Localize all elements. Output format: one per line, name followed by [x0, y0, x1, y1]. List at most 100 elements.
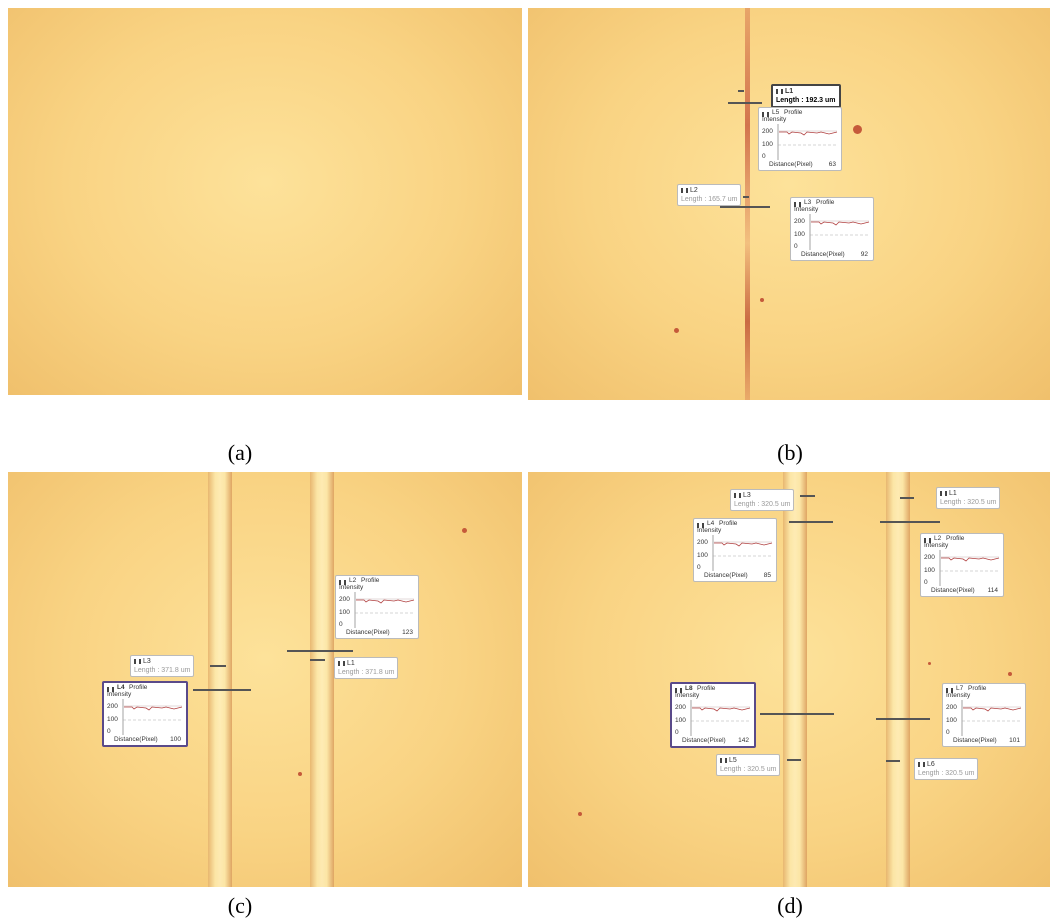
profile-plot [712, 533, 774, 573]
nav-icon [940, 491, 947, 496]
profile-title: Profile [968, 685, 986, 692]
length-label: L1Length : 371.8 um [334, 657, 398, 679]
y-tick-label: 100 [107, 716, 118, 723]
profile-plot [690, 698, 752, 738]
y-tick-label: 100 [762, 141, 773, 148]
profile-name: L2 [934, 535, 941, 542]
y-tick-label: 200 [107, 703, 118, 710]
label-head: L3 [734, 491, 790, 500]
x-end-label: 114 [988, 587, 998, 594]
x-label: Distance(Pixel) [114, 736, 158, 743]
measure-line [787, 759, 801, 761]
y-tick-label: 100 [339, 609, 350, 616]
profile-plot [961, 698, 1023, 738]
y-tick-label: 200 [675, 704, 686, 711]
profile-plot [777, 122, 839, 162]
particle [1008, 672, 1012, 676]
x-end-label: 100 [170, 736, 181, 743]
profile-plot [809, 212, 871, 252]
profile-box: L7ProfileIntensity2001000Distance(Pixel)… [942, 683, 1026, 747]
x-end-label: 101 [1009, 737, 1020, 744]
label-head: L1 [776, 87, 836, 96]
line-name: L2 [690, 187, 698, 194]
length-text: Length : 320.5 um [720, 765, 776, 774]
nav-icon [918, 762, 925, 767]
measure-line [880, 521, 940, 523]
micrograph [8, 8, 522, 395]
y-tick-label: 200 [339, 596, 350, 603]
scratch [745, 8, 750, 400]
y-tick-label: 0 [107, 728, 111, 735]
label-head: L5 [720, 756, 776, 765]
y-tick-label: 0 [794, 243, 798, 250]
nav-icon [720, 758, 727, 763]
measure-line [287, 650, 353, 652]
y-tick-label: 100 [675, 717, 686, 724]
profile-title: Profile [129, 684, 147, 691]
profile-title: Profile [361, 577, 379, 584]
length-text: Length : 320.5 um [734, 500, 790, 509]
track [783, 472, 807, 887]
label-head: L2 [681, 186, 737, 195]
line-name: L6 [927, 761, 935, 768]
length-label: L3Length : 320.5 um [730, 489, 794, 511]
profile-name: L4 [707, 520, 714, 527]
measure-line [760, 713, 834, 715]
particle [462, 528, 467, 533]
x-label: Distance(Pixel) [769, 161, 813, 168]
y-tick-label: 0 [762, 153, 766, 160]
measure-line [738, 90, 744, 92]
panel-caption: (c) [228, 893, 252, 919]
profile-plot [122, 697, 184, 737]
profile-name: L3 [804, 199, 811, 206]
label-head: L1 [338, 659, 394, 668]
measure-line [789, 521, 833, 523]
profile-title: Profile [784, 109, 802, 116]
length-label: L1Length : 192.3 um [771, 84, 841, 108]
y-tick-label: 200 [762, 128, 773, 135]
profile-box: L3ProfileIntensity2001000Distance(Pixel)… [790, 197, 874, 261]
particle [853, 125, 862, 134]
measure-line [310, 659, 325, 661]
x-end-label: 85 [764, 572, 771, 579]
measure-line [743, 196, 749, 198]
particle [928, 662, 931, 665]
label-head: L6 [918, 760, 974, 769]
x-end-label: 63 [829, 161, 836, 168]
nav-icon [681, 188, 688, 193]
line-name: L3 [143, 658, 151, 665]
profile-title: Profile [697, 685, 715, 692]
y-tick-label: 0 [946, 729, 950, 736]
measure-line [720, 206, 770, 208]
measure-line [876, 718, 930, 720]
track [310, 472, 334, 887]
length-text: Length : 371.8 um [134, 666, 190, 675]
particle [298, 772, 302, 776]
profile-plot [354, 590, 416, 630]
profile-title: Profile [719, 520, 737, 527]
profile-name: L8 [685, 685, 693, 692]
x-label: Distance(Pixel) [682, 737, 726, 744]
profile-name: L4 [117, 684, 125, 691]
label-head: L3 [134, 657, 190, 666]
y-tick-label: 0 [924, 579, 928, 586]
y-tick-label: 200 [924, 554, 935, 561]
x-end-label: 142 [738, 737, 749, 744]
measure-line [886, 760, 900, 762]
nav-icon [338, 661, 345, 666]
measure-line [210, 665, 226, 667]
label-head: L1 [940, 489, 996, 498]
y-tick-label: 200 [794, 218, 805, 225]
x-end-label: 92 [861, 251, 868, 258]
panel-caption: (d) [777, 893, 803, 919]
profile-name: L7 [956, 685, 963, 692]
y-tick-label: 0 [675, 729, 679, 736]
length-text: Length : 320.5 um [918, 769, 974, 778]
measure-line [193, 689, 251, 691]
